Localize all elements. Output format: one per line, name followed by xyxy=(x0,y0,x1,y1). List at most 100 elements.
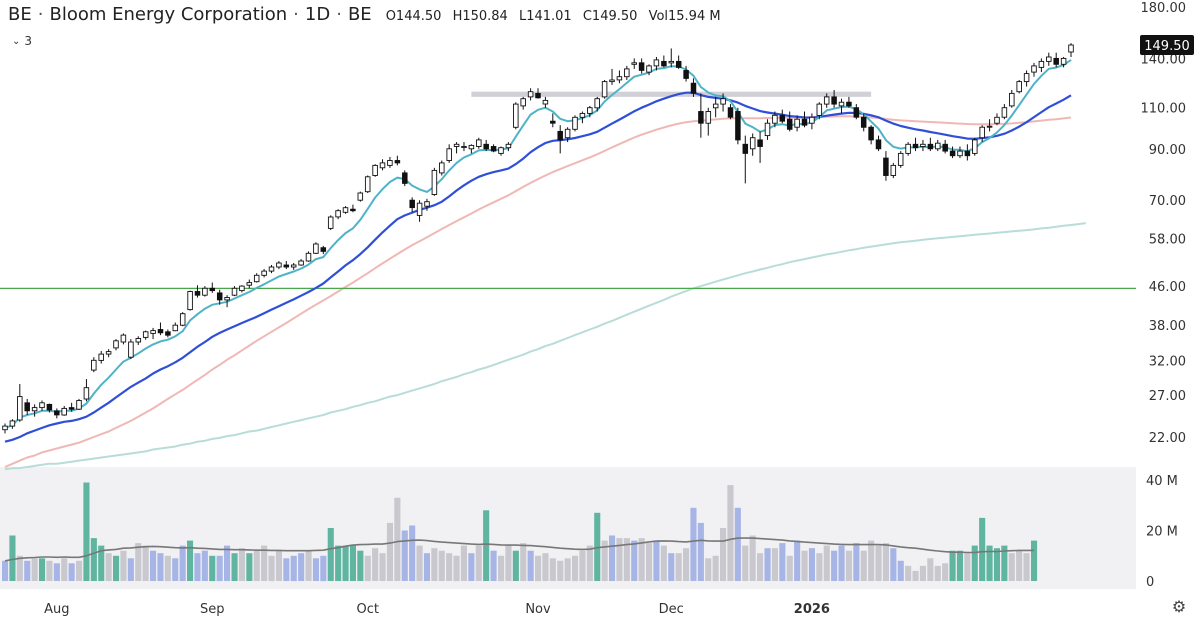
volume-bar xyxy=(305,550,312,581)
candle xyxy=(394,155,401,166)
candle-body xyxy=(616,76,623,81)
candle xyxy=(468,144,475,154)
candles-layer[interactable] xyxy=(2,43,1074,434)
candle-body xyxy=(1060,57,1067,65)
price-tick-label: 110.00 xyxy=(1141,102,1187,117)
candle xyxy=(742,135,749,184)
volume-bar xyxy=(956,550,963,581)
indicators-toggle[interactable]: ⌄ 3 xyxy=(12,34,32,48)
interval[interactable]: 1D xyxy=(304,4,331,25)
volume-bar xyxy=(98,545,105,581)
candle-body xyxy=(24,402,30,412)
candle xyxy=(794,115,800,132)
candle-body xyxy=(9,420,16,427)
candle xyxy=(920,139,926,152)
volume-bar xyxy=(172,558,179,581)
candle xyxy=(1023,70,1030,87)
candle-body xyxy=(564,128,571,139)
candle xyxy=(860,113,867,132)
symbol[interactable]: BE xyxy=(8,4,32,25)
low-value: L141.01 xyxy=(518,9,572,24)
volume-bar xyxy=(268,555,275,582)
candle-body xyxy=(587,107,593,114)
candle xyxy=(1038,58,1045,73)
volume-bar xyxy=(668,553,675,581)
candle xyxy=(105,349,112,358)
candle-body xyxy=(823,96,830,105)
volume-bar xyxy=(875,545,882,581)
high-value: H150.84 xyxy=(452,9,508,24)
volume-bar xyxy=(46,560,53,581)
candle-body xyxy=(424,201,430,207)
candle xyxy=(912,137,919,152)
candle xyxy=(727,104,734,120)
volume-bar xyxy=(438,550,445,581)
candle xyxy=(357,191,364,202)
candle xyxy=(490,144,497,153)
candle-body xyxy=(402,172,408,184)
candle xyxy=(335,209,341,220)
separator-dot: · xyxy=(336,4,342,25)
price-tick-label: 140.00 xyxy=(1141,52,1187,67)
candle-body xyxy=(135,338,142,343)
volume-bar xyxy=(572,555,579,582)
candle xyxy=(935,139,941,152)
candle-body xyxy=(253,274,260,283)
candle xyxy=(372,164,378,177)
volume-bar xyxy=(209,555,216,582)
sma200-layer xyxy=(4,222,1086,471)
volume-bar xyxy=(364,555,371,582)
candle-body xyxy=(313,243,319,254)
candle-body xyxy=(1038,60,1045,68)
candle-body xyxy=(912,143,919,149)
candle xyxy=(816,102,823,120)
candle xyxy=(17,384,23,422)
candle xyxy=(165,329,171,338)
candle xyxy=(150,327,156,340)
candle xyxy=(616,70,623,84)
candle-body xyxy=(468,144,475,150)
candle-body xyxy=(394,160,401,164)
volume-bar xyxy=(882,543,889,581)
candle-body xyxy=(1016,81,1022,93)
candle-body xyxy=(809,116,815,124)
volume-bar xyxy=(238,548,245,581)
candle xyxy=(572,115,578,132)
candle-body xyxy=(897,152,904,166)
volume-bar xyxy=(801,550,808,581)
candle xyxy=(172,322,179,332)
candle xyxy=(98,350,104,364)
exchange: BE xyxy=(347,4,372,25)
time-tick-label: Nov xyxy=(525,602,551,617)
volume-bar xyxy=(986,545,993,581)
volume-bar xyxy=(409,525,416,581)
candle xyxy=(520,96,526,110)
candle-body xyxy=(927,143,934,150)
candle-body xyxy=(335,210,341,218)
candle-body xyxy=(39,402,45,409)
candle-body xyxy=(327,216,334,229)
candle xyxy=(720,93,726,112)
volume-bar xyxy=(327,528,334,581)
sma50-line xyxy=(4,115,1072,468)
volume-bar xyxy=(16,555,23,582)
candle-body xyxy=(461,146,467,148)
candle-body xyxy=(964,150,971,157)
candle-body xyxy=(957,150,963,157)
candle xyxy=(683,65,689,82)
gear-icon[interactable]: ⚙ xyxy=(1171,597,1187,616)
candle xyxy=(846,96,852,108)
volume-bar xyxy=(201,550,208,581)
candle-body xyxy=(853,107,860,118)
candle xyxy=(1001,104,1008,120)
volume-bar xyxy=(423,553,430,581)
price-tick-label: 70.00 xyxy=(1149,194,1186,209)
candle-body xyxy=(550,120,556,124)
candle xyxy=(786,111,793,132)
time-tick-label: Sep xyxy=(200,602,225,617)
candle xyxy=(972,137,978,156)
candle-body xyxy=(535,92,541,99)
price-axis-panel[interactable] xyxy=(1136,0,1200,620)
candle xyxy=(461,142,467,152)
